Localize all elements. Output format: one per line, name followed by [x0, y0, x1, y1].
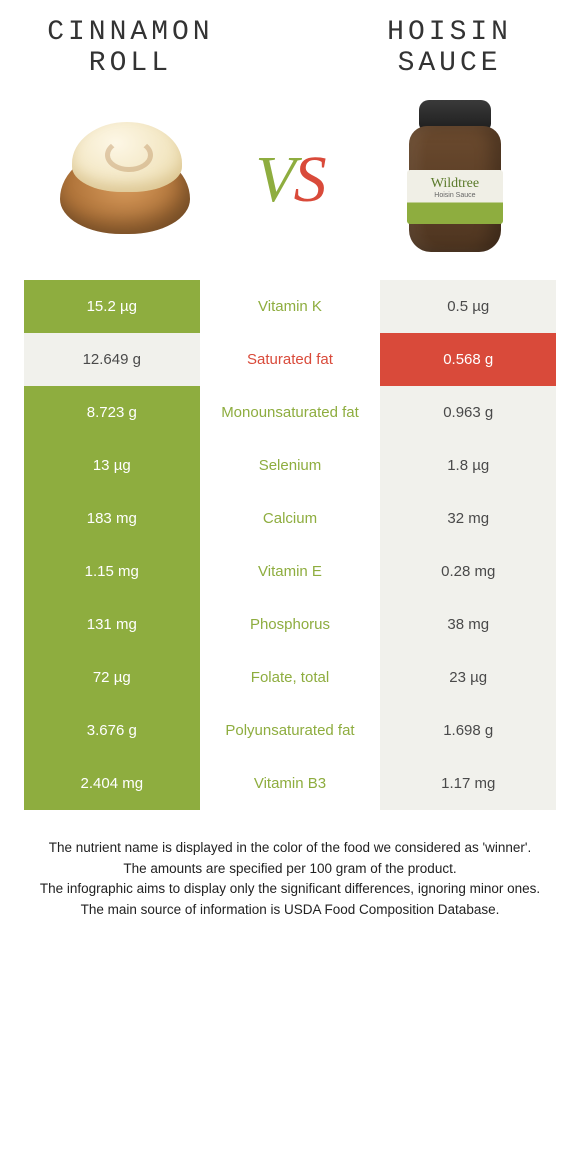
table-row: 131 mgPhosphorus38 mg — [24, 598, 556, 651]
nutrient-label: Vitamin B3 — [200, 757, 381, 810]
footer-l3: The infographic aims to display only the… — [30, 879, 550, 900]
footer-notes: The nutrient name is displayed in the co… — [24, 838, 556, 922]
table-row: 1.15 mgVitamin E0.28 mg — [24, 545, 556, 598]
left-image — [24, 120, 226, 240]
nutrient-label: Saturated fat — [200, 333, 381, 386]
titles-row: Cinnamon Roll Hoisin Sauce — [24, 18, 556, 80]
left-title-line1: Cinnamon — [24, 18, 237, 49]
right-value: 1.17 mg — [380, 757, 556, 810]
left-value: 13 µg — [24, 439, 200, 492]
table-row: 13 µgSelenium1.8 µg — [24, 439, 556, 492]
left-title-block: Cinnamon Roll — [24, 18, 237, 80]
left-value: 8.723 g — [24, 386, 200, 439]
footer-l2: The amounts are specified per 100 gram o… — [30, 859, 550, 880]
right-title-block: Hoisin Sauce — [343, 18, 556, 80]
nutrient-label: Vitamin K — [200, 280, 381, 333]
right-value: 0.963 g — [380, 386, 556, 439]
right-value: 0.5 µg — [380, 280, 556, 333]
right-value: 1.698 g — [380, 704, 556, 757]
left-value: 12.649 g — [24, 333, 200, 386]
vs-v-letter: V — [255, 143, 293, 216]
left-value: 183 mg — [24, 492, 200, 545]
left-value: 3.676 g — [24, 704, 200, 757]
right-value: 0.28 mg — [380, 545, 556, 598]
table-row: 12.649 gSaturated fat0.568 g — [24, 333, 556, 386]
table-row: 2.404 mgVitamin B31.17 mg — [24, 757, 556, 810]
infographic-container: Cinnamon Roll Hoisin Sauce VS Wildtree — [0, 0, 580, 1174]
right-value: 32 mg — [380, 492, 556, 545]
nutrient-label: Vitamin E — [200, 545, 381, 598]
jar-brand: Wildtree — [407, 176, 503, 192]
right-value: 1.8 µg — [380, 439, 556, 492]
footer-l1: The nutrient name is displayed in the co… — [30, 838, 550, 859]
left-title-line2: Roll — [24, 49, 237, 80]
nutrient-label: Calcium — [200, 492, 381, 545]
hoisin-jar-icon: Wildtree Hoisin Sauce — [395, 100, 515, 260]
left-value: 72 µg — [24, 651, 200, 704]
right-title-line1: Hoisin — [343, 18, 556, 49]
images-row: VS Wildtree Hoisin Sauce — [24, 100, 556, 260]
left-value: 1.15 mg — [24, 545, 200, 598]
nutrient-label: Monounsaturated fat — [200, 386, 381, 439]
right-title-line2: Sauce — [343, 49, 556, 80]
table-row: 15.2 µgVitamin K0.5 µg — [24, 280, 556, 333]
table-row: 183 mgCalcium32 mg — [24, 492, 556, 545]
nutrient-label: Folate, total — [200, 651, 381, 704]
right-image: Wildtree Hoisin Sauce — [354, 100, 556, 260]
right-value: 23 µg — [380, 651, 556, 704]
right-value: 0.568 g — [380, 333, 556, 386]
cinnamon-roll-icon — [50, 120, 200, 240]
jar-sub: Hoisin Sauce — [407, 192, 503, 199]
nutrient-label: Polyunsaturated fat — [200, 704, 381, 757]
vs-label: VS — [255, 142, 324, 218]
left-value: 131 mg — [24, 598, 200, 651]
nutrient-label: Phosphorus — [200, 598, 381, 651]
nutrient-label: Selenium — [200, 439, 381, 492]
right-value: 38 mg — [380, 598, 556, 651]
footer-l4: The main source of information is USDA F… — [30, 900, 550, 921]
nutrition-table: 15.2 µgVitamin K0.5 µg12.649 gSaturated … — [24, 280, 556, 810]
left-value: 2.404 mg — [24, 757, 200, 810]
table-row: 72 µgFolate, total23 µg — [24, 651, 556, 704]
left-value: 15.2 µg — [24, 280, 200, 333]
vs-s-letter: S — [294, 143, 325, 216]
table-row: 8.723 gMonounsaturated fat0.963 g — [24, 386, 556, 439]
table-row: 3.676 gPolyunsaturated fat1.698 g — [24, 704, 556, 757]
